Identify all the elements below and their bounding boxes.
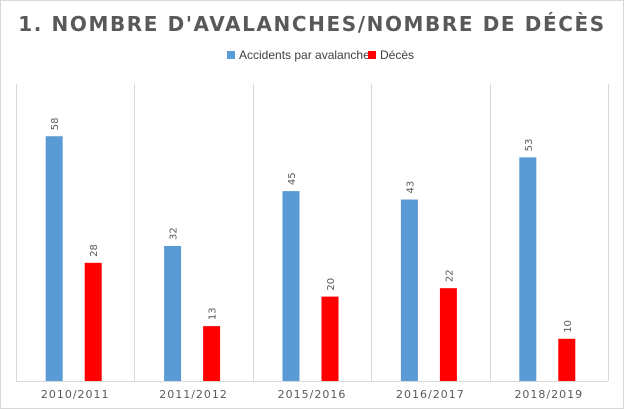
bar: [164, 245, 182, 381]
data-label: 20: [326, 278, 337, 291]
data-label: 43: [405, 181, 416, 194]
bar: [84, 262, 102, 381]
bar: [558, 338, 576, 381]
plot-area: 58 28 2010/2011 32 13 2011/2012 45 20 2015/2016 4…: [16, 84, 609, 401]
x-tick-label: 2010/2011: [41, 388, 110, 401]
data-label: 45: [287, 172, 298, 185]
chart-title: 1. NOMBRE D'AVALANCHES/NOMBRE DE DÉCÈS: [18, 12, 606, 36]
x-tick-label: 2011/2012: [159, 388, 228, 401]
data-label: 10: [563, 320, 574, 333]
legend-label-deces: Décès: [380, 48, 414, 62]
x-tick-label: 2016/2017: [396, 388, 465, 401]
bar: [400, 199, 418, 381]
bar: [282, 191, 300, 381]
data-label: 22: [444, 269, 455, 282]
legend-swatch-deces: [368, 51, 376, 59]
bar: [321, 296, 339, 381]
bar: [519, 157, 537, 381]
x-tick-label: 2015/2016: [278, 388, 347, 401]
data-label: 58: [50, 118, 61, 131]
bar: [45, 136, 63, 381]
data-label: 53: [524, 139, 535, 152]
data-label: 28: [89, 244, 100, 257]
data-label: 13: [208, 307, 219, 320]
x-tick-label: 2018/2019: [514, 388, 583, 401]
data-label: 32: [169, 227, 180, 240]
legend-label-accidents: Accidents par avalanche: [239, 48, 370, 62]
bar: [203, 326, 221, 381]
legend-swatch-accidents: [227, 51, 235, 59]
legend: Accidents par avalanche Décès: [227, 48, 414, 62]
bar: [439, 288, 457, 381]
